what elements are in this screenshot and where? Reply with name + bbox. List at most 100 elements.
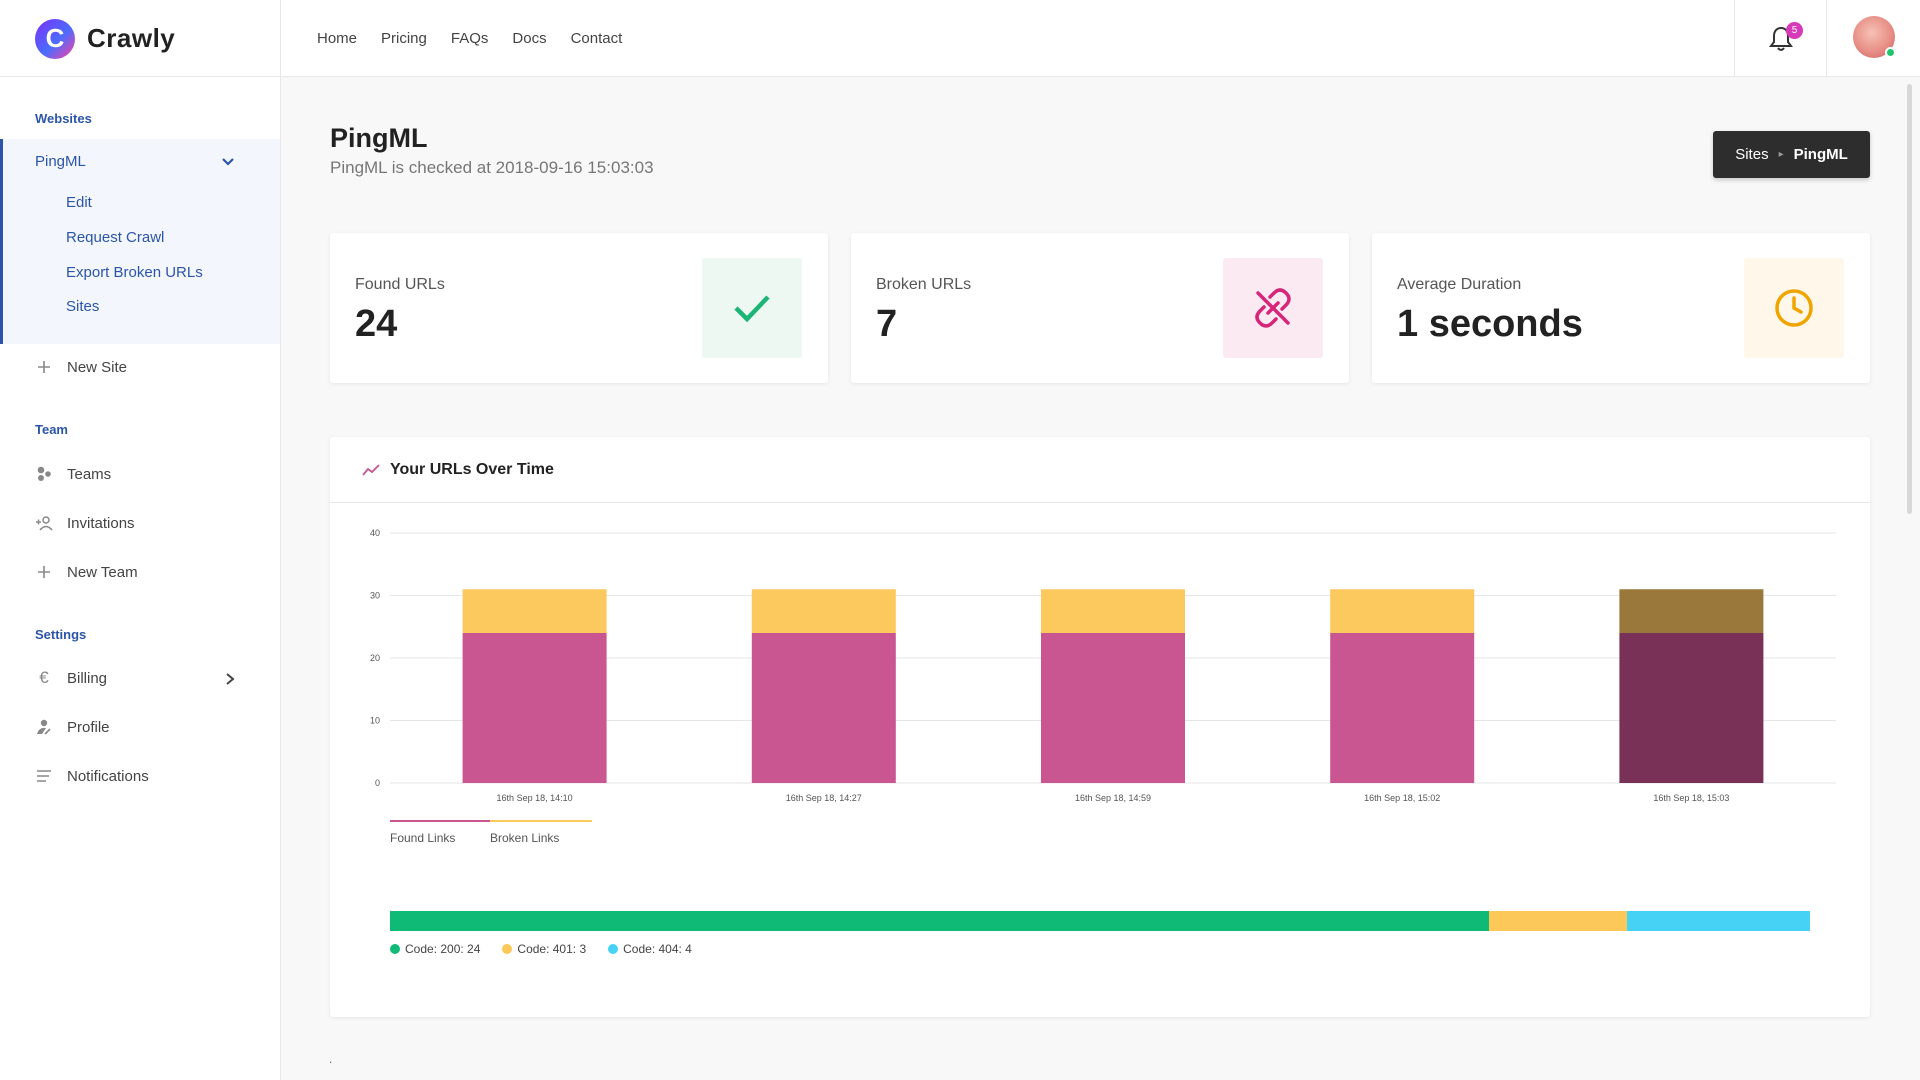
x-tick-label: 16th Sep 18, 14:10 [497,793,573,803]
bar-found-links[interactable] [462,633,607,783]
status-code-200: Code: 200: 24 [390,942,480,956]
bar-found-links[interactable] [1330,633,1475,783]
chart-title: Your URLs Over Time [390,460,554,478]
sites-link[interactable]: Sites [66,298,100,315]
top-navigation: Home Pricing FAQs Docs Contact [317,0,622,77]
bar-found-links[interactable] [1041,633,1185,783]
bar-broken-links[interactable] [1619,589,1764,633]
status-code-404: Code: 404: 4 [608,942,692,956]
x-tick-label: 16th Sep 18, 14:59 [1075,793,1151,803]
found-urls-value: 24 [355,303,398,345]
broken-link-icon [1223,258,1323,358]
notifications-button[interactable]: 5 [1734,0,1827,77]
clock-icon [1744,258,1844,358]
request-crawl-link[interactable]: Request Crawl [66,229,165,246]
status-code-legend: Code: 200: 24 Code: 401: 3 Code: 404: 4 [390,942,692,956]
sidebar-item-new-team[interactable]: New Team [35,563,138,581]
status-401-dot [502,944,513,954]
current-site-toggle[interactable]: PingML [35,153,86,170]
bar-broken-links[interactable] [751,589,896,633]
nav-faqs-link[interactable]: FAQs [450,30,489,47]
status-404-dot [608,944,619,954]
broken-urls-value: 7 [876,303,898,345]
broken-urls-card: Broken URLs 7 [851,233,1349,383]
status-code-bar [390,911,1810,931]
breadcrumb-sites-link[interactable]: Sites [1735,146,1769,163]
sidebar-item-teams[interactable]: Teams [35,465,111,483]
sidebar-item-billing[interactable]: € Billing [35,668,108,687]
page-scrollbar[interactable] [1907,84,1912,514]
bar-broken-links[interactable] [1330,589,1475,633]
x-tick-label: 16th Sep 18, 15:03 [1653,793,1729,803]
brand[interactable]: C Crawly [0,0,281,77]
site-edit-link[interactable]: Edit [66,194,92,211]
status-200-label: Code: 200: 24 [405,942,481,956]
teams-icon [35,465,53,483]
nav-pricing-link[interactable]: Pricing [381,30,427,47]
status-code-401: Code: 401: 3 [502,942,586,956]
notification-count-badge: 5 [1786,22,1803,39]
crawly-logo-icon: C [35,18,75,59]
new-site-label: New Site [67,358,128,376]
average-duration-label: Average Duration [1397,276,1522,293]
urls-over-time-card: Your URLs Over Time 0 10 20 30 40 16th Sep 18… [330,437,1870,1017]
y-tick-label: 10 [370,716,380,726]
breadcrumb-current: PingML [1793,146,1848,163]
settings-section-heading: Settings [35,627,87,642]
y-tick-label: 20 [370,653,380,663]
status-404-label: Code: 404: 4 [623,942,692,956]
chevron-down-icon[interactable] [220,153,236,169]
nav-contact-link[interactable]: Contact [570,30,623,47]
broken-links-legend-line [490,820,592,822]
status-200-dot [390,944,400,954]
chevron-right-icon[interactable] [223,671,237,687]
x-tick-label: 16th Sep 18, 14:27 [786,793,862,803]
sidebar: Websites PingML Edit Request Crawl Expor… [0,77,281,1080]
bar-found-links[interactable] [1619,633,1764,783]
current-site-group: PingML Edit Request Crawl Export Broken … [0,139,280,344]
check-icon [702,258,802,358]
found-urls-label: Found URLs [355,276,445,293]
found-links-legend-line [390,820,492,822]
y-tick-label: 0 [375,778,380,788]
chart-header: Your URLs Over Time [330,437,1870,503]
bar-found-links[interactable] [751,633,896,783]
user-edit-icon [35,718,53,736]
nav-docs-link[interactable]: Docs [512,30,547,47]
average-duration-value: 1 seconds [1397,303,1583,345]
brand-name: Crawly [87,23,176,53]
sidebar-item-profile[interactable]: Profile [35,718,110,736]
add-user-icon [35,514,53,532]
status-segment[interactable] [1626,911,1810,931]
user-avatar[interactable] [1853,16,1896,58]
export-broken-urls-link[interactable]: Export Broken URLs [66,264,203,281]
trend-line-icon [362,463,380,476]
page-title: PingML [330,123,428,153]
bar-broken-links[interactable] [462,589,607,633]
legend-found-links[interactable]: Found Links [390,831,456,845]
status-segment[interactable] [1489,911,1627,931]
euro-icon: € [39,668,49,687]
invitations-label: Invitations [67,514,135,532]
plus-icon [35,563,53,581]
sidebar-item-notifications[interactable]: Notifications [35,767,149,785]
y-tick-label: 40 [370,528,380,538]
status-401-label: Code: 401: 3 [517,942,587,956]
nav-home-link[interactable]: Home [317,30,358,47]
y-tick-label: 30 [370,591,380,601]
team-section-heading: Team [35,422,68,437]
websites-section-heading: Websites [35,111,92,126]
bar-broken-links[interactable] [1041,589,1185,633]
notifications-label: Notifications [67,767,149,785]
legend-broken-links[interactable]: Broken Links [490,831,560,845]
sidebar-item-invitations[interactable]: Invitations [35,514,135,532]
status-segment[interactable] [390,911,1490,931]
page-subtitle: PingML is checked at 2018-09-16 15:03:03 [330,158,654,177]
profile-label: Profile [67,718,110,736]
online-status-dot [1885,47,1896,58]
new-site-button[interactable]: New Site [35,358,127,376]
found-urls-card: Found URLs 24 [330,233,828,383]
billing-label: Billing [67,669,108,687]
top-bar: C Crawly Home Pricing FAQs Docs Contact … [0,0,1920,77]
teams-label: Teams [67,465,112,483]
